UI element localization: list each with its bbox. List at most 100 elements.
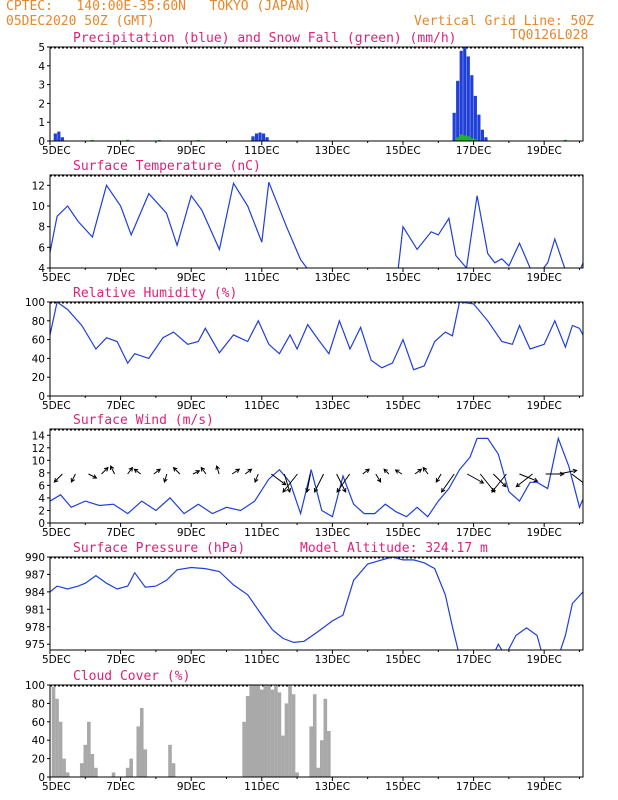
series-line xyxy=(50,436,583,518)
cloud-bar xyxy=(263,685,268,777)
panel-frame xyxy=(49,556,584,651)
wind-arrow xyxy=(440,473,455,493)
cloud-bar xyxy=(90,754,95,777)
y-tick-label: 0 xyxy=(38,772,45,784)
cloud-bar xyxy=(51,686,56,777)
cloud-bar xyxy=(87,721,91,777)
cloud-bar xyxy=(242,721,246,777)
wind-arrow xyxy=(215,465,220,475)
cloud-bar xyxy=(139,708,144,777)
wind-arrow xyxy=(558,468,578,475)
y-tick-label: 10 xyxy=(32,201,45,213)
snow-bar xyxy=(473,139,477,141)
grid-note: Vertical Grid Line: 50Z xyxy=(414,14,595,29)
x-tick-label: 19DEC xyxy=(526,527,561,539)
snow-bar xyxy=(126,139,130,141)
x-tick-label: 19DEC xyxy=(526,400,561,412)
y-tick-label: 12 xyxy=(32,443,45,455)
panel-4: Surface Pressure (hPa) Model Altitude: 32… xyxy=(25,541,584,666)
x-tick-label: 9DEC xyxy=(177,781,206,793)
cloud-bar xyxy=(129,758,133,777)
x-tick-label: 13DEC xyxy=(315,145,350,157)
x-tick-label: 15DEC xyxy=(385,527,420,539)
y-tick-label: 975 xyxy=(25,639,45,651)
wind-arrow xyxy=(153,468,162,475)
cloud-bar xyxy=(312,694,317,777)
y-tick-label: 20 xyxy=(32,372,45,384)
wind-arrow xyxy=(491,473,507,493)
snow-bar xyxy=(459,134,463,141)
cloud-bar xyxy=(327,731,331,777)
y-tick-label: 100 xyxy=(25,297,45,309)
snow-bar xyxy=(470,138,474,141)
x-tick-label: 19DEC xyxy=(526,272,561,284)
x-tick-label: 11DEC xyxy=(244,527,279,539)
snow-bar xyxy=(463,135,467,141)
precip-bar xyxy=(470,75,474,141)
wind-arrow xyxy=(163,473,168,483)
cloud-bar xyxy=(319,740,324,777)
x-tick-label: 17DEC xyxy=(456,145,491,157)
series-line xyxy=(50,181,583,268)
x-tick-label: 7DEC xyxy=(106,145,135,157)
x-tick-label: 5DEC xyxy=(42,272,71,284)
x-tick-label: 17DEC xyxy=(456,654,491,666)
panel-0: Precipitation (blue) and Snow Fall (gree… xyxy=(38,31,584,157)
wind-arrow xyxy=(383,468,390,475)
panel-5: Cloud Cover (%) 0 20 40 60 80 100 5DEC 7DEC 9DEC 1… xyxy=(25,669,584,793)
panel-frame xyxy=(49,301,584,397)
x-tick-label: 5DEC xyxy=(42,654,71,666)
series-line xyxy=(50,302,583,371)
wind-arrow xyxy=(109,465,116,475)
y-tick-label: 60 xyxy=(32,335,45,347)
wind-arrow xyxy=(375,473,382,483)
cloud-bar xyxy=(309,726,314,777)
precip-bar xyxy=(473,95,477,141)
x-tick-label: 7DEC xyxy=(106,400,135,412)
panel-title: Surface Wind (m/s) xyxy=(73,413,214,428)
precip-bar xyxy=(261,133,266,141)
x-tick-label: 11DEC xyxy=(244,272,279,284)
cloud-bar xyxy=(171,763,176,777)
wind-arrow xyxy=(70,473,76,483)
panel-title: Precipitation (blue) and Snow Fall (gree… xyxy=(73,31,457,46)
wind-arrow xyxy=(571,473,583,485)
wind-arrow xyxy=(336,473,351,493)
cloud-bar xyxy=(83,744,88,777)
x-tick-label: 5DEC xyxy=(42,527,71,539)
wind-arrow xyxy=(305,473,311,494)
wind-arrow xyxy=(362,468,370,475)
precip-bar xyxy=(480,129,485,141)
x-tick-label: 9DEC xyxy=(177,272,206,284)
y-tick-label: 8 xyxy=(38,222,45,234)
panel-frame xyxy=(49,428,584,524)
wind-arrow xyxy=(435,473,442,483)
cloud-bar xyxy=(291,694,296,777)
y-tick-label: 1 xyxy=(38,117,45,129)
x-tick-label: 7DEC xyxy=(106,527,135,539)
wind-arrow xyxy=(200,466,207,475)
x-tick-label: 13DEC xyxy=(315,527,350,539)
wind-arrow xyxy=(101,466,109,475)
panel-title: Relative Humidity (%) xyxy=(73,286,237,301)
x-tick-label: 15DEC xyxy=(385,272,420,284)
precip-bar xyxy=(466,56,470,141)
wind-arrow xyxy=(313,473,325,493)
cloud-bar xyxy=(55,698,59,777)
panel-subtitle: Model Altitude: 324.17 m xyxy=(300,541,488,556)
precip-bar xyxy=(463,47,467,141)
panel-frame xyxy=(49,174,584,269)
precip-bar xyxy=(53,133,57,141)
wind-arrow xyxy=(414,468,423,475)
precip-bar xyxy=(254,133,259,141)
y-tick-label: 100 xyxy=(25,680,45,692)
header-line1: CPTEC: 140:00E-35:60N TOKYO (JAPAN) xyxy=(6,0,312,14)
cloud-bar xyxy=(168,744,172,777)
cloud-bar xyxy=(274,685,278,777)
wind-arrow xyxy=(519,473,539,483)
precip-bar xyxy=(456,80,460,141)
y-tick-label: 40 xyxy=(32,735,45,747)
x-tick-label: 11DEC xyxy=(244,781,279,793)
x-tick-label: 19DEC xyxy=(526,781,561,793)
